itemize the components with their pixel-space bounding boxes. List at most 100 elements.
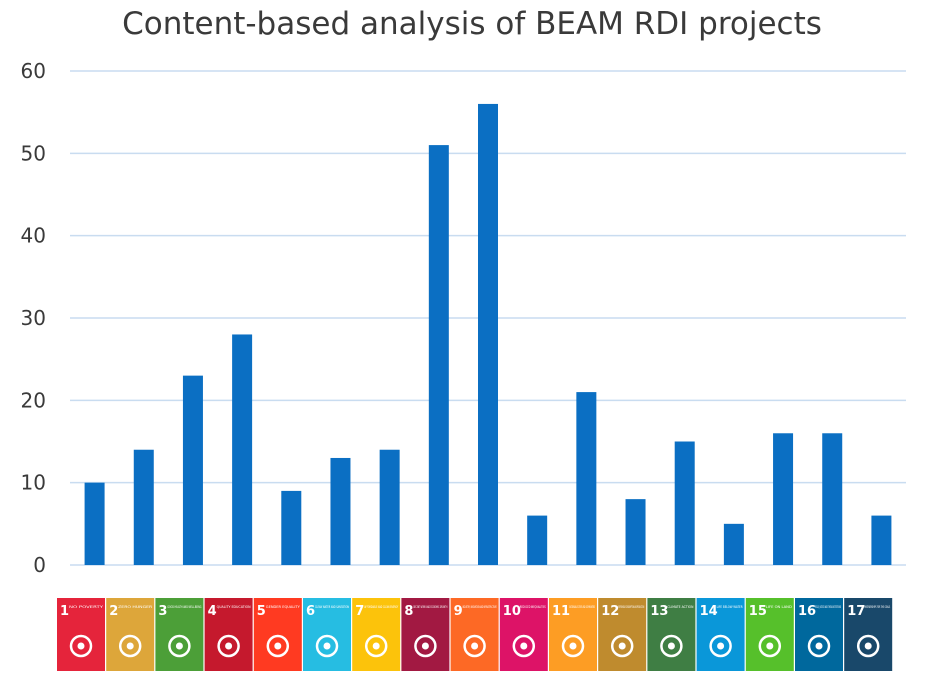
sdg-tile-number: 4 (208, 604, 217, 619)
sdg-tile-label: GENDER EQUALITY (266, 605, 301, 609)
sdg-tile-number: 12 (601, 604, 619, 619)
bar-sdg-6 (330, 457, 351, 565)
eye-icon (660, 634, 683, 658)
sdg-tile-background (647, 598, 696, 671)
bowl-icon (118, 634, 142, 658)
sdg-tile-4: 4 QUALITY EDUCATION (204, 598, 253, 671)
sdg-tile-background (401, 598, 450, 671)
sdg-tile-label: QUALITY EDUCATION (217, 605, 251, 609)
growth-chart-icon (414, 634, 437, 658)
sdg-tile-label: LIFE ON LAND (766, 605, 792, 609)
sdg-tile-background (844, 598, 893, 671)
sdg-tile-1: 1 NO POVERTY (57, 598, 105, 671)
bar-sdg-13 (674, 441, 695, 565)
sdg-tile-number: 3 (158, 604, 167, 619)
sdg-tile-background (352, 598, 401, 671)
bar-sdg-9 (478, 103, 498, 565)
fish-icon (709, 634, 732, 658)
y-tick-label: 0 (33, 553, 46, 577)
heartbeat-icon (168, 634, 191, 658)
sdg-tile-background (57, 598, 105, 671)
sdg-tile-number: 15 (749, 604, 767, 619)
bar-sdg-7 (379, 449, 400, 565)
bar-sdg-4 (232, 334, 253, 565)
sdg-tile-label: INDUSTRY, INNOVATION AND INFRASTRUCTURE (463, 605, 497, 609)
sdg-tile-background (106, 598, 155, 671)
bar-sdg-5 (281, 490, 302, 565)
gender-icon (266, 634, 290, 658)
sdg-tile-background (450, 598, 499, 671)
bar-sdg-10 (527, 515, 548, 565)
tree-icon (758, 634, 782, 658)
sdg-tile-number: 17 (847, 604, 865, 619)
sdg-tile-7: 7 AFFORDABLE AND CLEAN ENERGY (352, 598, 401, 671)
bar-sdg-12 (625, 499, 646, 565)
dove-icon (807, 634, 831, 658)
sdg-tile-number: 13 (650, 604, 668, 619)
bar-sdg-3 (182, 375, 203, 565)
sdg-tile-label: ZERO HUNGER (118, 605, 153, 609)
flower-icon (856, 634, 880, 658)
sdg-tile-9: 9 INDUSTRY, INNOVATION AND INFRASTRUCTURE (450, 598, 499, 671)
y-tick-label: 20 (21, 388, 46, 412)
equality-icon (512, 634, 536, 658)
sdg-tile-label: NO POVERTY (69, 605, 104, 609)
bar-sdg-17 (871, 515, 892, 565)
sdg-tile-2: 2 ZERO HUNGER (106, 598, 155, 671)
chart-title: Content-based analysis of BEAM RDI proje… (122, 6, 822, 42)
bar-sdg-11 (576, 392, 597, 565)
water-icon (315, 634, 339, 658)
sdg-tile-number: 8 (404, 604, 413, 619)
sdg-tile-label: AFFORDABLE AND CLEAN ENERGY (364, 605, 398, 609)
y-tick-label: 10 (21, 471, 46, 495)
sdg-tile-label: PARTNERSHIPS FOR THE GOALS (864, 605, 890, 609)
sdg-tile-background (303, 598, 351, 671)
sdg-tile-label: SUSTAINABLE CITIES AND COMMUNITIES (569, 605, 595, 609)
sdg-tile-number: 5 (257, 604, 266, 619)
bar-sdg-14 (723, 523, 744, 565)
sdg-tile-background (795, 598, 843, 671)
sdg-tile-background (253, 598, 302, 671)
sun-icon (364, 634, 388, 658)
bar-sdg-15 (773, 433, 794, 565)
sdg-tile-3: 3 GOOD HEALTH AND WELL-BEING (155, 598, 204, 671)
sdg-tile-background (598, 598, 647, 671)
book-icon (217, 634, 240, 658)
sdg-tile-8: 8 DECENT WORK AND ECONOMIC GROWTH (401, 598, 450, 671)
y-tick-label: 60 (21, 59, 46, 83)
sdg-tile-6: 6 CLEAN WATER AND SANITATION (303, 598, 351, 671)
bar-sdg-2 (133, 449, 154, 565)
bar-sdg-8 (428, 145, 449, 565)
sdg-tile-number: 2 (109, 604, 118, 619)
sdg-tile-label: CLIMATE ACTION (667, 605, 693, 609)
sdg-tile-number: 10 (503, 604, 521, 619)
y-tick-label: 50 (21, 141, 46, 165)
sdg-tile-number: 1 (60, 604, 69, 619)
sdg-tile-5: 5 GENDER EQUALITY (253, 598, 302, 671)
people-icon (69, 634, 93, 658)
sdg-tile-number: 6 (306, 604, 315, 619)
y-tick-label: 30 (21, 306, 46, 330)
sdg-tile-number: 9 (454, 604, 463, 619)
bar-sdg-16 (822, 433, 843, 565)
sdg-tile-number: 11 (552, 604, 570, 619)
sdg-tile-label: LIFE BELOW WATER (717, 605, 743, 609)
sdg-tile-background (499, 598, 548, 671)
bar-sdg-1 (84, 482, 105, 565)
infinity-icon (610, 634, 634, 658)
sdg-tile-number: 16 (798, 604, 816, 619)
cubes-icon (463, 634, 486, 658)
sdg-tile-number: 14 (700, 604, 718, 619)
sdg-tile-label: GOOD HEALTH AND WELL-BEING (167, 605, 201, 609)
sdg-tile-label: PEACE, JUSTICE AND STRONG INSTITUTIONS (815, 605, 841, 609)
sdg-tile-background (696, 598, 745, 671)
sdg-tile-background (155, 598, 204, 671)
